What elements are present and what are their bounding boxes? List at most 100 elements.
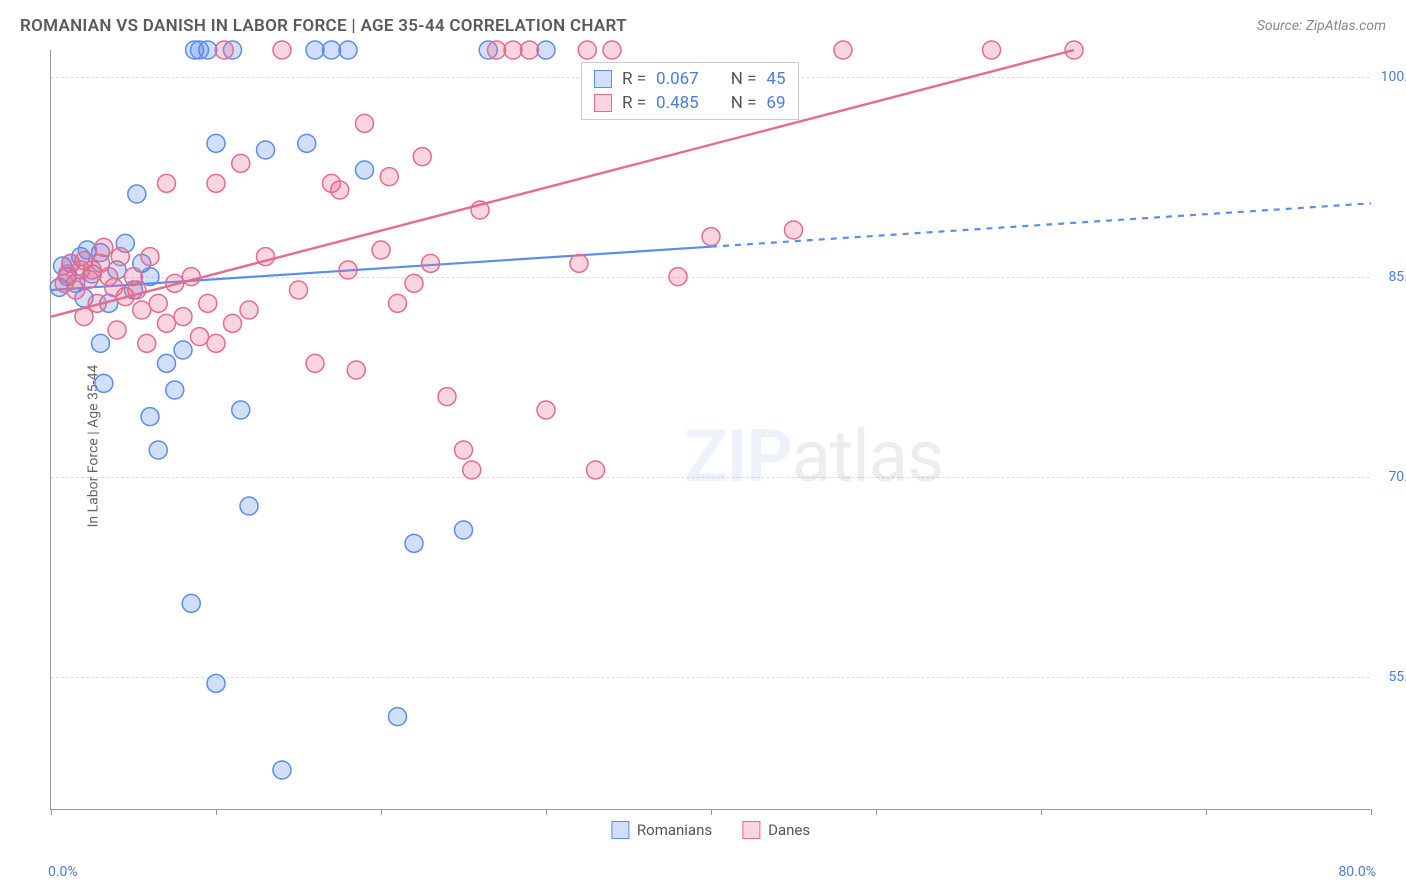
data-point — [232, 154, 250, 172]
data-point — [570, 254, 588, 272]
data-point — [133, 301, 151, 319]
data-point — [108, 321, 126, 339]
data-point — [207, 674, 225, 692]
regression-line-dashed — [711, 203, 1371, 246]
data-point — [149, 441, 167, 459]
data-point — [138, 334, 156, 352]
x-tick — [51, 809, 52, 815]
data-point — [413, 148, 431, 166]
data-point — [422, 254, 440, 272]
n-label: N = — [731, 93, 757, 113]
data-point — [603, 41, 621, 59]
data-point — [199, 41, 217, 59]
data-point — [240, 497, 258, 515]
data-point — [347, 361, 365, 379]
x-tick — [711, 809, 712, 815]
data-point — [174, 308, 192, 326]
regression-line-solid — [51, 50, 1074, 317]
data-point — [669, 268, 687, 286]
legend-item: Danes — [742, 821, 810, 839]
data-point — [298, 134, 316, 152]
x-tick — [1206, 809, 1207, 815]
data-point — [463, 461, 481, 479]
data-point — [149, 294, 167, 312]
data-point — [199, 294, 217, 312]
data-point — [455, 521, 473, 539]
data-point — [578, 41, 596, 59]
data-point — [380, 168, 398, 186]
data-point — [405, 274, 423, 292]
data-point — [521, 41, 539, 59]
data-point — [537, 401, 555, 419]
data-point — [207, 334, 225, 352]
source-label: Source: ZipAtlas.com — [1257, 18, 1386, 34]
data-point — [141, 408, 159, 426]
data-point — [290, 281, 308, 299]
data-point — [240, 301, 258, 319]
series-legend: Romanians Danes — [611, 821, 810, 839]
data-point — [339, 261, 357, 279]
legend-swatch — [742, 821, 760, 839]
scatter-svg — [51, 50, 1370, 809]
x-tick — [381, 809, 382, 815]
data-point — [158, 314, 176, 332]
data-point — [257, 141, 275, 159]
data-point — [785, 221, 803, 239]
r-value: 0.485 — [656, 93, 699, 113]
r-value: 0.067 — [656, 69, 699, 89]
data-point — [331, 181, 349, 199]
data-point — [166, 381, 184, 399]
data-point — [207, 134, 225, 152]
x-axis-max-label: 80.0% — [1338, 864, 1376, 880]
x-tick — [876, 809, 877, 815]
x-tick — [1371, 809, 1372, 815]
data-point — [587, 461, 605, 479]
n-value: 69 — [766, 93, 785, 113]
y-tick-label: 100.0% — [1381, 69, 1406, 85]
data-point — [455, 441, 473, 459]
chart-title: ROMANIAN VS DANISH IN LABOR FORCE | AGE … — [20, 16, 627, 36]
data-point — [356, 161, 374, 179]
data-point — [389, 294, 407, 312]
data-point — [128, 185, 146, 203]
chart-plot-area: 55.0%70.0%85.0%100.0% ZIPatlas R = 0.067… — [50, 50, 1370, 810]
legend-swatch — [594, 94, 612, 112]
n-value: 45 — [766, 69, 785, 89]
data-point — [323, 41, 341, 59]
correlation-legend-box: R = 0.067 N = 45 R = 0.485 N = 69 — [581, 62, 799, 120]
x-tick — [216, 809, 217, 815]
legend-item: Romanians — [611, 821, 712, 839]
data-point — [306, 354, 324, 372]
legend-stats-row: R = 0.067 N = 45 — [582, 67, 798, 91]
data-point — [273, 41, 291, 59]
data-point — [389, 708, 407, 726]
data-point — [356, 114, 374, 132]
data-point — [224, 314, 242, 332]
data-point — [95, 374, 113, 392]
data-point — [273, 761, 291, 779]
data-point — [372, 241, 390, 259]
r-label: R = — [622, 93, 646, 113]
data-point — [92, 334, 110, 352]
data-point — [702, 228, 720, 246]
r-label: R = — [622, 69, 646, 89]
data-point — [158, 174, 176, 192]
data-point — [306, 41, 324, 59]
data-point — [983, 41, 1001, 59]
data-point — [141, 248, 159, 266]
x-tick — [1041, 809, 1042, 815]
data-point — [191, 328, 209, 346]
data-point — [834, 41, 852, 59]
data-point — [537, 41, 555, 59]
data-point — [405, 534, 423, 552]
legend-stats-row: R = 0.485 N = 69 — [582, 91, 798, 115]
data-point — [339, 41, 357, 59]
x-axis-min-label: 0.0% — [48, 864, 78, 880]
data-point — [215, 41, 233, 59]
data-point — [182, 594, 200, 612]
data-point — [95, 238, 113, 256]
n-label: N = — [731, 69, 757, 89]
x-tick — [546, 809, 547, 815]
data-point — [232, 401, 250, 419]
legend-swatch — [611, 821, 629, 839]
